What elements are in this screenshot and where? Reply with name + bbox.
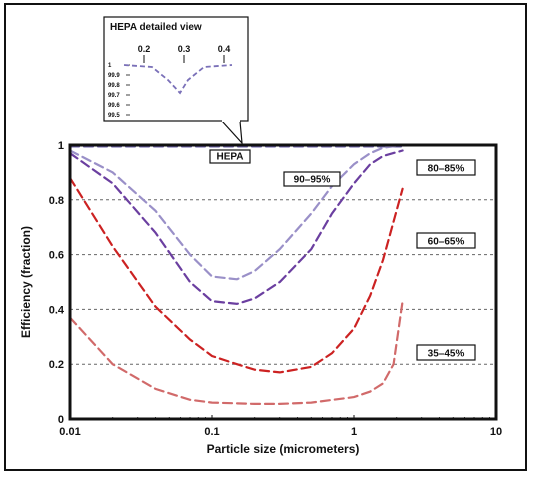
plot-border xyxy=(68,143,498,421)
y-tick-label: 0 xyxy=(58,414,64,426)
chart-svg: 0.01 0.1 1 10 0 0.2 0.4 0.6 0.8 1 Particle size (m… xyxy=(19,16,502,456)
inset-x-tick-label: 0.2 xyxy=(138,44,151,54)
x-tick-label: 0.1 xyxy=(204,426,219,438)
series-label-box-60-65 xyxy=(416,232,476,249)
inset-x-tick-label: 0.3 xyxy=(178,44,191,54)
series-label-box-80-85 xyxy=(416,159,476,176)
inset-y-tick-label: 99.5 xyxy=(108,113,120,119)
x-tick-label: 10 xyxy=(490,426,502,438)
series-label-box-hepa xyxy=(209,149,251,164)
inset-box xyxy=(103,16,249,122)
series-label-35-45: 35–45% xyxy=(428,349,465,360)
x-tick-label: 0.01 xyxy=(59,426,80,438)
series-label-hepa: HEPA xyxy=(216,152,243,163)
y-tick-label: 1 xyxy=(58,140,64,152)
inset-y-tick-label: 99.9 xyxy=(108,73,120,79)
y-tick-label: 0.8 xyxy=(49,195,64,207)
series-label-box-35-45 xyxy=(416,344,476,361)
inset-x-tick-label: 0.4 xyxy=(218,44,231,54)
x-tick-label: 1 xyxy=(351,426,357,438)
y-tick-label: 0.6 xyxy=(49,250,64,262)
inset-y-tick-label: 99.7 xyxy=(108,93,120,99)
series-line-35-45 xyxy=(68,300,404,405)
inset-y-tick-label: 1 xyxy=(108,63,112,69)
inset-pointer xyxy=(221,120,243,145)
series-line-60-65 xyxy=(68,176,404,374)
inset-series-line xyxy=(123,64,233,95)
series-label-80-85: 80–85% xyxy=(428,164,465,175)
inset-y-tick-label: 99.8 xyxy=(108,83,120,89)
y-tick-label: 0.4 xyxy=(49,304,65,316)
series-label-box-90-95 xyxy=(283,171,341,187)
inset-y-tick-label: 99.6 xyxy=(108,103,120,109)
series-line-80-85 xyxy=(68,149,404,306)
y-axis-title: Efficiency (fraction) xyxy=(19,226,33,338)
series-line-90-95 xyxy=(68,143,404,281)
y-tick-label: 0.2 xyxy=(49,359,64,371)
series-label-60-65: 60–65% xyxy=(428,237,465,248)
inset-title: HEPA detailed view xyxy=(110,22,202,33)
x-axis-title: Particle size (micrometers) xyxy=(207,442,360,456)
series-label-90-95: 90–95% xyxy=(294,175,331,186)
chart-frame: 0.01 0.1 1 10 0 0.2 0.4 0.6 0.8 1 Particle size (m… xyxy=(4,3,527,471)
